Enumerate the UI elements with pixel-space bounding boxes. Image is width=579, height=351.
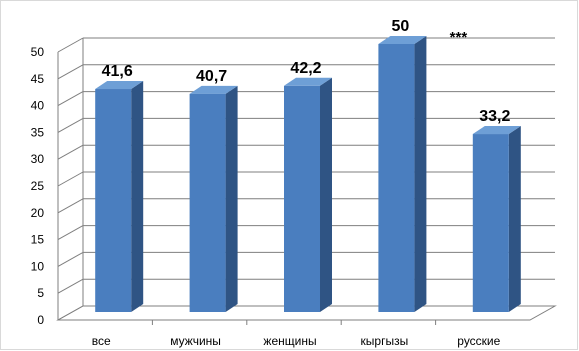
data-label: 33,2 (479, 108, 510, 125)
bar-side (508, 126, 521, 312)
bar-top (189, 85, 238, 94)
bar-side (225, 85, 238, 313)
bar-side (320, 77, 332, 312)
x-axis: все мужчины женщины кыргызы русские (92, 320, 501, 348)
gridline-slant (57, 171, 84, 187)
y-tick-label: 20 (31, 206, 45, 220)
annotations: *** (450, 29, 468, 46)
bar-front (95, 89, 132, 312)
x-tick-label: русские (457, 334, 500, 348)
gridline-slant (57, 117, 84, 133)
bar (378, 36, 427, 312)
bar-side (414, 36, 427, 312)
bar-top (472, 126, 521, 135)
bar (95, 81, 144, 312)
gridline-slant (57, 278, 84, 294)
gridline-slant (57, 64, 84, 80)
y-tick-label: 30 (31, 152, 45, 166)
x-tick-label: мужчины (170, 334, 221, 348)
bar (472, 126, 521, 312)
y-axis: 0 5 10 15 20 25 30 35 40 45 50 (31, 45, 59, 327)
gridline-slant (57, 198, 84, 214)
y-tick-label: 35 (31, 125, 45, 139)
bar (284, 77, 332, 312)
y-tick-label: 10 (31, 259, 45, 273)
x-tick-label: все (92, 334, 111, 348)
y-tick-label: 50 (31, 45, 45, 59)
bars (95, 36, 521, 313)
bar-top (95, 81, 144, 90)
x-tick-label: кыргызы (361, 334, 409, 348)
data-label: 40,7 (196, 68, 227, 85)
y-tick-label: 5 (37, 286, 44, 300)
bar-front (378, 44, 415, 312)
bar-front (284, 85, 320, 312)
data-labels: 41,6 40,7 42,2 50 33,2 (102, 18, 511, 125)
gridline-slant (57, 251, 84, 267)
bar-top (284, 77, 332, 86)
y-tick-label: 0 (37, 313, 44, 327)
floor-plane (56, 305, 557, 321)
x-tick-label: женщины (263, 334, 316, 348)
y-tick-label: 25 (31, 179, 45, 193)
significance-annotation: *** (450, 29, 468, 46)
data-label: 41,6 (102, 63, 133, 80)
y-tick-label: 40 (31, 99, 45, 113)
gridline-slant (57, 91, 84, 107)
bar-side (131, 81, 144, 312)
bar-front (472, 134, 509, 312)
y-tick-label: 15 (31, 233, 45, 247)
bar-front (189, 93, 226, 313)
y-tick-label: 45 (31, 72, 45, 86)
data-label: 50 (392, 18, 410, 35)
gridline-slant (57, 37, 84, 53)
data-label: 42,2 (290, 60, 321, 77)
bar-top (378, 36, 427, 44)
gridline-slant (57, 225, 84, 241)
gridline-slant (57, 144, 84, 160)
bar (189, 85, 238, 313)
